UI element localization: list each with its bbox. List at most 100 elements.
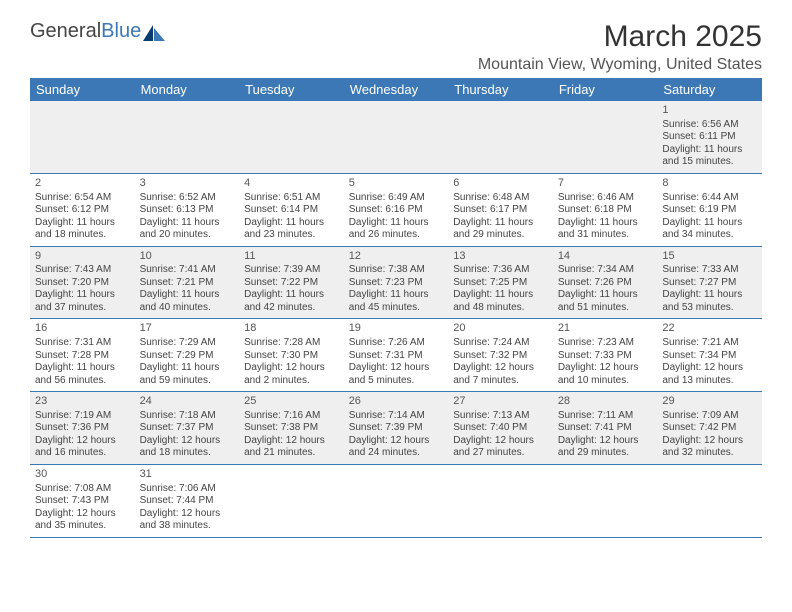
weekday-header: Saturday (657, 78, 762, 101)
sunrise-text: Sunrise: 6:51 AM (244, 192, 339, 205)
sunrise-text: Sunrise: 7:28 AM (244, 337, 339, 350)
daylight-text: Daylight: 11 hours (244, 217, 339, 230)
daylight-text: Daylight: 11 hours (244, 289, 339, 302)
sunset-text: Sunset: 7:28 PM (35, 350, 130, 363)
sunset-text: Sunset: 7:38 PM (244, 422, 339, 435)
sunset-text: Sunset: 7:23 PM (349, 277, 444, 290)
daylight-text: Daylight: 11 hours (35, 289, 130, 302)
calendar-day-cell: 3Sunrise: 6:52 AMSunset: 6:13 PMDaylight… (135, 173, 240, 246)
calendar-day-cell: 30Sunrise: 7:08 AMSunset: 7:43 PMDayligh… (30, 464, 135, 537)
logo: GeneralBlue (30, 20, 165, 43)
day-number: 2 (35, 177, 130, 191)
calendar-week-row: 2Sunrise: 6:54 AMSunset: 6:12 PMDaylight… (30, 173, 762, 246)
day-number: 30 (35, 468, 130, 482)
day-number: 11 (244, 250, 339, 264)
day-number: 15 (662, 250, 757, 264)
daylight-text: Daylight: 12 hours (453, 362, 548, 375)
daylight-text: and 29 minutes. (453, 229, 548, 242)
day-number: 23 (35, 395, 130, 409)
sunset-text: Sunset: 7:37 PM (140, 422, 235, 435)
logo-text-2: Blue (101, 20, 141, 43)
calendar-day-cell: 25Sunrise: 7:16 AMSunset: 7:38 PMDayligh… (239, 392, 344, 465)
sunset-text: Sunset: 6:17 PM (453, 204, 548, 217)
sunrise-text: Sunrise: 7:24 AM (453, 337, 548, 350)
calendar-day-cell: 29Sunrise: 7:09 AMSunset: 7:42 PMDayligh… (657, 392, 762, 465)
daylight-text: and 45 minutes. (349, 302, 444, 315)
daylight-text: and 42 minutes. (244, 302, 339, 315)
sunset-text: Sunset: 7:21 PM (140, 277, 235, 290)
calendar-day-cell (448, 101, 553, 173)
sunset-text: Sunset: 6:14 PM (244, 204, 339, 217)
day-number: 20 (453, 322, 548, 336)
calendar-day-cell: 22Sunrise: 7:21 AMSunset: 7:34 PMDayligh… (657, 319, 762, 392)
calendar-day-cell (553, 101, 658, 173)
daylight-text: Daylight: 11 hours (453, 217, 548, 230)
daylight-text: and 18 minutes. (140, 447, 235, 460)
day-number: 12 (349, 250, 444, 264)
day-number: 1 (662, 104, 757, 118)
daylight-text: and 59 minutes. (140, 375, 235, 388)
sunset-text: Sunset: 7:43 PM (35, 495, 130, 508)
day-number: 19 (349, 322, 444, 336)
day-number: 24 (140, 395, 235, 409)
calendar-day-cell: 27Sunrise: 7:13 AMSunset: 7:40 PMDayligh… (448, 392, 553, 465)
day-number: 25 (244, 395, 339, 409)
daylight-text: Daylight: 11 hours (35, 362, 130, 375)
day-number: 6 (453, 177, 548, 191)
calendar-week-row: 9Sunrise: 7:43 AMSunset: 7:20 PMDaylight… (30, 246, 762, 319)
calendar-day-cell (239, 101, 344, 173)
calendar-day-cell (344, 464, 449, 537)
sunrise-text: Sunrise: 7:43 AM (35, 264, 130, 277)
weekday-header: Thursday (448, 78, 553, 101)
daylight-text: Daylight: 12 hours (244, 362, 339, 375)
page-header: GeneralBlue March 2025 Mountain View, Wy… (30, 20, 762, 74)
daylight-text: Daylight: 11 hours (140, 362, 235, 375)
daylight-text: Daylight: 12 hours (35, 435, 130, 448)
calendar-day-cell: 4Sunrise: 6:51 AMSunset: 6:14 PMDaylight… (239, 173, 344, 246)
sunrise-text: Sunrise: 6:46 AM (558, 192, 653, 205)
calendar-day-cell: 5Sunrise: 6:49 AMSunset: 6:16 PMDaylight… (344, 173, 449, 246)
calendar-day-cell: 10Sunrise: 7:41 AMSunset: 7:21 PMDayligh… (135, 246, 240, 319)
sunset-text: Sunset: 7:40 PM (453, 422, 548, 435)
location-subtitle: Mountain View, Wyoming, United States (478, 56, 762, 74)
sunset-text: Sunset: 7:27 PM (662, 277, 757, 290)
daylight-text: and 51 minutes. (558, 302, 653, 315)
daylight-text: Daylight: 11 hours (662, 144, 757, 157)
sunrise-text: Sunrise: 6:48 AM (453, 192, 548, 205)
calendar-day-cell: 28Sunrise: 7:11 AMSunset: 7:41 PMDayligh… (553, 392, 658, 465)
calendar-day-cell: 11Sunrise: 7:39 AMSunset: 7:22 PMDayligh… (239, 246, 344, 319)
sunrise-text: Sunrise: 7:29 AM (140, 337, 235, 350)
sunrise-text: Sunrise: 7:08 AM (35, 483, 130, 496)
sunrise-text: Sunrise: 7:06 AM (140, 483, 235, 496)
sunset-text: Sunset: 7:36 PM (35, 422, 130, 435)
daylight-text: and 21 minutes. (244, 447, 339, 460)
sunrise-text: Sunrise: 7:39 AM (244, 264, 339, 277)
day-number: 18 (244, 322, 339, 336)
calendar-day-cell (135, 101, 240, 173)
daylight-text: Daylight: 12 hours (558, 362, 653, 375)
daylight-text: and 38 minutes. (140, 520, 235, 533)
calendar-week-row: 16Sunrise: 7:31 AMSunset: 7:28 PMDayligh… (30, 319, 762, 392)
logo-sail-icon (143, 24, 165, 40)
day-number: 17 (140, 322, 235, 336)
sunset-text: Sunset: 7:44 PM (140, 495, 235, 508)
calendar-day-cell: 17Sunrise: 7:29 AMSunset: 7:29 PMDayligh… (135, 319, 240, 392)
day-number: 16 (35, 322, 130, 336)
daylight-text: and 18 minutes. (35, 229, 130, 242)
calendar-day-cell: 8Sunrise: 6:44 AMSunset: 6:19 PMDaylight… (657, 173, 762, 246)
sunrise-text: Sunrise: 7:33 AM (662, 264, 757, 277)
sunset-text: Sunset: 7:31 PM (349, 350, 444, 363)
day-number: 10 (140, 250, 235, 264)
sunrise-text: Sunrise: 6:44 AM (662, 192, 757, 205)
calendar-day-cell: 2Sunrise: 6:54 AMSunset: 6:12 PMDaylight… (30, 173, 135, 246)
daylight-text: and 23 minutes. (244, 229, 339, 242)
daylight-text: and 10 minutes. (558, 375, 653, 388)
sunset-text: Sunset: 6:16 PM (349, 204, 444, 217)
daylight-text: and 15 minutes. (662, 156, 757, 169)
day-number: 4 (244, 177, 339, 191)
calendar-day-cell (553, 464, 658, 537)
sunrise-text: Sunrise: 6:54 AM (35, 192, 130, 205)
daylight-text: and 48 minutes. (453, 302, 548, 315)
day-number: 9 (35, 250, 130, 264)
daylight-text: Daylight: 12 hours (140, 435, 235, 448)
